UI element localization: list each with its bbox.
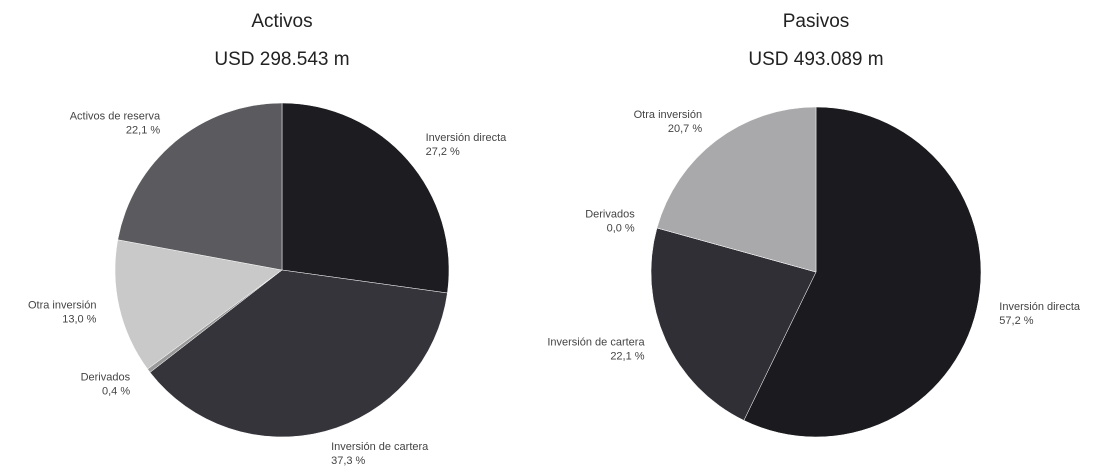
slice-label: Derivados	[585, 209, 635, 221]
chart-title: Pasivos	[783, 11, 850, 32]
slice-value-label: 57,2 %	[999, 315, 1033, 327]
pie-slice	[650, 227, 817, 421]
slice-value-label: 22,1 %	[610, 350, 644, 362]
slice-value-label: 22,1 %	[126, 125, 160, 137]
slice-label: Activos de reserva	[70, 111, 161, 123]
slice-label: Inversión directa	[999, 301, 1081, 313]
slice-label: Otra inversión	[28, 300, 96, 312]
slice-value-label: 37,3 %	[331, 455, 365, 467]
slice-value-label: 27,2 %	[426, 146, 460, 158]
slice-label: Otra inversión	[634, 109, 702, 121]
chart-subtitle: USD 298.543 m	[214, 49, 349, 70]
pie-slice	[281, 102, 450, 294]
slice-value-label: 13,0 %	[62, 314, 96, 326]
pie-slice	[743, 106, 982, 438]
chart-subtitle: USD 493.089 m	[748, 49, 883, 70]
slice-label: Inversión directa	[426, 132, 508, 144]
chart-title: Activos	[251, 11, 312, 32]
slice-value-label: 0,0 %	[607, 223, 635, 235]
pie-slice	[117, 102, 283, 271]
pie-slice	[656, 106, 817, 273]
slice-label: Derivados	[81, 372, 131, 384]
slice-label: Inversión de cartera	[331, 441, 429, 453]
slice-value-label: 20,7 %	[668, 123, 702, 135]
pie-slice	[149, 269, 448, 438]
pie-slice	[114, 239, 283, 370]
slice-value-label: 0,4 %	[102, 386, 130, 398]
slice-label: Inversión de cartera	[547, 336, 645, 348]
